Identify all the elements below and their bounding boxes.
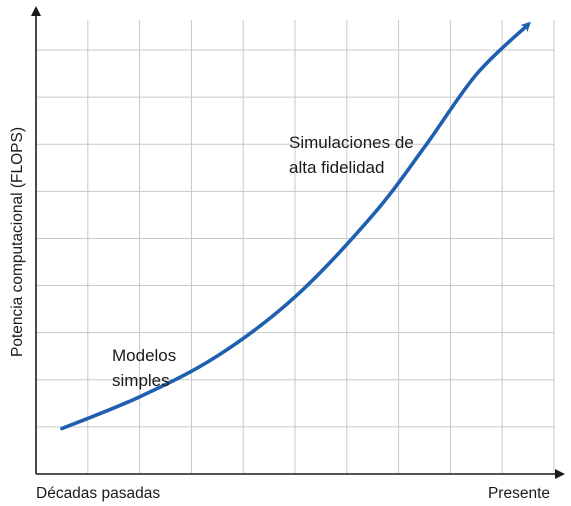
annotation-line: alta fidelidad [289,158,384,177]
annotation-line: Simulaciones de [289,133,414,152]
annotation-modelos-simples: Modelos simples [112,346,181,390]
x-axis-arrow-icon [555,469,565,479]
series-line-0 [60,21,531,431]
x-tick-label-start: Décadas pasadas [36,485,160,502]
axes [31,6,565,479]
y-axis-label: Potencia computacional (FLOPS) [9,127,26,357]
x-tick-label-end: Presente [488,485,550,502]
grid [36,20,555,474]
annotation-simulaciones-alta-fidelidad: Simulaciones de alta fidelidad [289,133,418,177]
annotation-line: Modelos [112,346,176,365]
annotation-line: simples [112,371,170,390]
y-axis-arrow-icon [31,6,41,16]
series-layer [60,21,531,431]
